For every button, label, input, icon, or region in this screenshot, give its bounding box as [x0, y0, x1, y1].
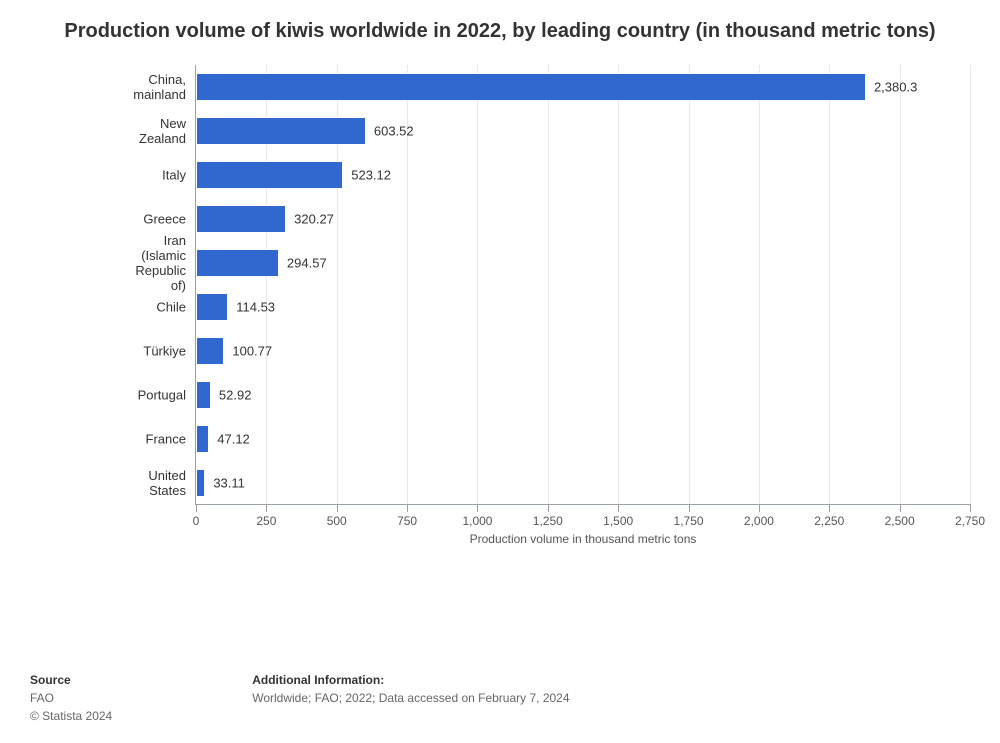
info-heading: Additional Information: — [252, 673, 384, 687]
x-tick — [337, 504, 338, 512]
bar-row: United States33.11 — [196, 461, 970, 505]
category-label: Italy — [162, 168, 196, 183]
category-label: Iran (Islamic Republic of) — [135, 233, 196, 293]
x-tick-label: 1,750 — [674, 514, 704, 528]
bar-row: Greece320.27 — [196, 197, 970, 241]
category-label: Greece — [143, 212, 196, 227]
chart-area: 0 250 500 750 1,000 1,250 1,500 1,750 2,000 2,250… — [195, 65, 970, 555]
category-label: New Zealand — [139, 116, 196, 146]
bar-row: China, mainland2,380.3 — [196, 65, 970, 109]
x-tick-label: 1,500 — [603, 514, 633, 528]
x-tick — [689, 504, 690, 512]
x-tick — [759, 504, 760, 512]
x-tick — [266, 504, 267, 512]
source-name: FAO — [30, 689, 112, 707]
bar-row: Iran (Islamic Republic of)294.57 — [196, 241, 970, 285]
info-text: Worldwide; FAO; 2022; Data accessed on F… — [252, 689, 569, 707]
value-label: 114.53 — [236, 300, 275, 315]
x-tick — [618, 504, 619, 512]
source-heading: Source — [30, 673, 71, 687]
value-label: 100.77 — [232, 344, 272, 359]
bar — [196, 249, 279, 277]
x-tick-label: 750 — [397, 514, 417, 528]
bar-row: Italy523.12 — [196, 153, 970, 197]
bar-row: Portugal52.92 — [196, 373, 970, 417]
x-tick-label: 2,000 — [744, 514, 774, 528]
value-label: 294.57 — [287, 256, 327, 271]
x-tick-label: 2,750 — [955, 514, 985, 528]
x-tick — [196, 504, 197, 512]
category-label: United States — [148, 468, 196, 498]
bar — [196, 205, 286, 233]
x-tick — [407, 504, 408, 512]
x-tick — [900, 504, 901, 512]
value-label: 523.12 — [351, 168, 391, 183]
copyright-text: © Statista 2024 — [30, 707, 112, 725]
x-tick-label: 500 — [327, 514, 347, 528]
category-label: China, mainland — [133, 72, 196, 102]
x-tick-label: 2,250 — [814, 514, 844, 528]
plot-region: 02505007501,0001,2501,5001,7502,0002,250… — [195, 65, 970, 505]
value-label: 52.92 — [219, 388, 252, 403]
chart-title: Production volume of kiwis worldwide in … — [0, 0, 1000, 55]
x-tick — [548, 504, 549, 512]
x-tick-label: 1,250 — [533, 514, 563, 528]
x-tick — [970, 504, 971, 512]
bar — [196, 469, 205, 497]
x-tick — [829, 504, 830, 512]
value-label: 33.11 — [213, 476, 245, 491]
bar — [196, 293, 228, 321]
bar — [196, 381, 211, 409]
x-tick-label: 2,500 — [885, 514, 915, 528]
x-tick-label: 250 — [256, 514, 276, 528]
x-tick-label: 0 — [193, 514, 200, 528]
x-axis-label: Production volume in thousand metric ton… — [470, 532, 697, 546]
value-label: 2,380.3 — [874, 80, 917, 95]
bar-row: New Zealand603.52 — [196, 109, 970, 153]
x-tick — [477, 504, 478, 512]
value-label: 603.52 — [374, 124, 414, 139]
bar — [196, 425, 209, 453]
category-label: France — [146, 432, 196, 447]
gridline — [970, 65, 971, 504]
source-block: Source FAO © Statista 2024 — [30, 671, 112, 725]
x-tick-label: 1,000 — [462, 514, 492, 528]
category-label: Türkiye — [143, 344, 196, 359]
bar — [196, 73, 866, 101]
bar — [196, 117, 366, 145]
category-label: Portugal — [138, 388, 196, 403]
bar-row: Türkiye100.77 — [196, 329, 970, 373]
chart-footer: Source FAO © Statista 2024 Additional In… — [30, 671, 970, 725]
bar-row: Chile114.53 — [196, 285, 970, 329]
value-label: 47.12 — [217, 432, 250, 447]
bar — [196, 337, 224, 365]
bar-row: France47.12 — [196, 417, 970, 461]
bar — [196, 161, 343, 189]
value-label: 320.27 — [294, 212, 334, 227]
category-label: Chile — [156, 300, 196, 315]
additional-info-block: Additional Information: Worldwide; FAO; … — [252, 671, 569, 725]
